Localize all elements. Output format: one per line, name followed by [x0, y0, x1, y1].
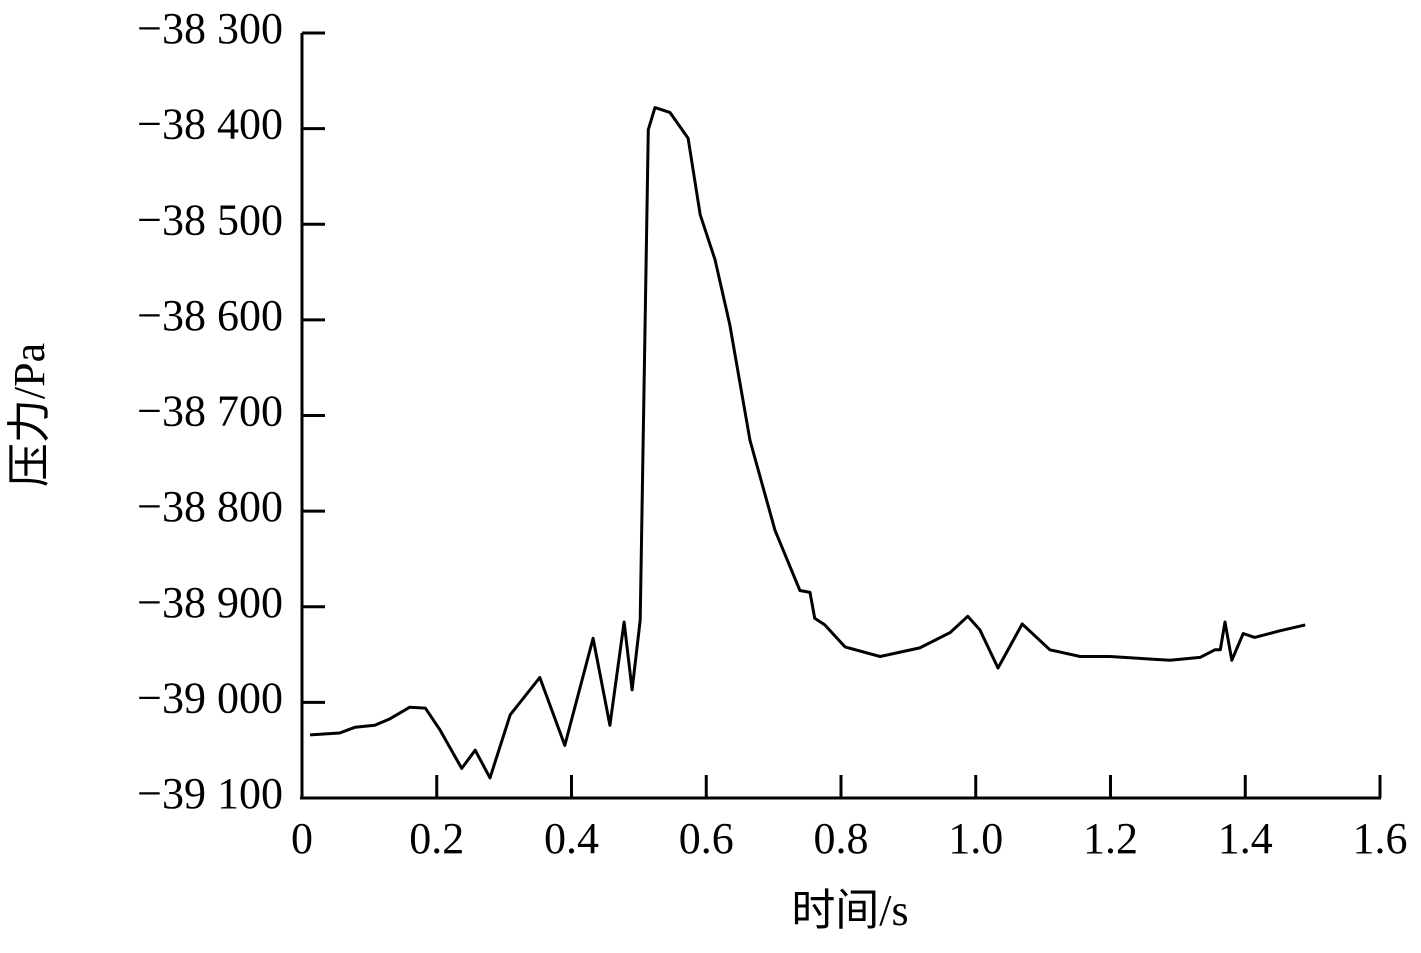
x-tick-label: 0.6 — [679, 814, 734, 863]
x-tick-label: 1.2 — [1083, 814, 1138, 863]
y-tick-label: −39 000 — [137, 673, 283, 722]
x-tick-label: 1.0 — [948, 814, 1003, 863]
y-tick-label: −39 100 — [137, 769, 283, 818]
y-tick-label: −38 600 — [137, 291, 283, 340]
x-tick-label: 0 — [291, 814, 313, 863]
x-tick-label: 0.8 — [814, 814, 869, 863]
x-tick-label: 1.4 — [1218, 814, 1273, 863]
y-tick-label: −38 400 — [137, 100, 283, 149]
x-axis-label: 时间/s — [791, 886, 908, 935]
data-line — [310, 106, 1306, 780]
y-tick-label: −38 300 — [137, 4, 283, 53]
x-tick-label: 0.2 — [409, 814, 464, 863]
y-tick-label: −38 800 — [137, 482, 283, 531]
y-tick-label: −38 900 — [137, 578, 283, 627]
y-tick-label: −38 500 — [137, 195, 283, 244]
x-tick-label: 1.6 — [1353, 814, 1408, 863]
x-tick-label: 0.4 — [544, 814, 599, 863]
y-tick-label: −38 700 — [137, 387, 283, 436]
y-axis-label: 压力/Pa — [5, 343, 54, 487]
